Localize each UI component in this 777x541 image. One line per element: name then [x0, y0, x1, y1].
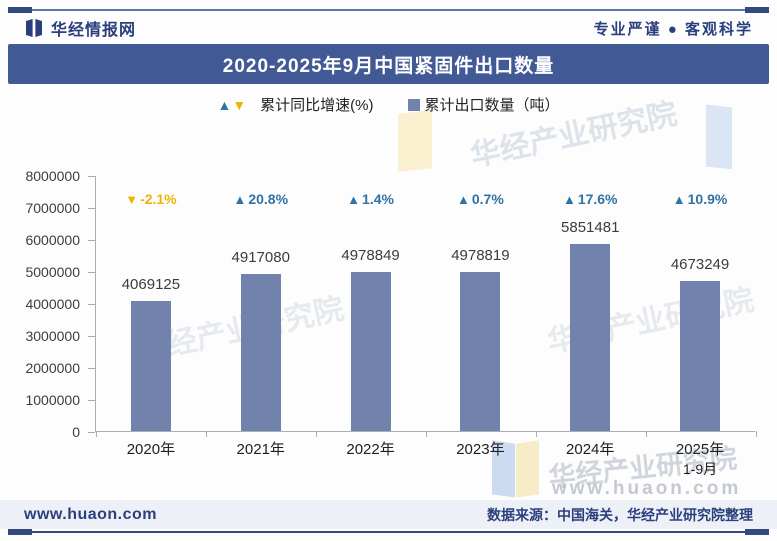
- footer: www.huaon.com 数据来源：中国海关，华经产业研究院整理: [0, 500, 777, 529]
- x-axis-tick: [426, 431, 427, 437]
- brand-name: 华经情报网: [51, 22, 137, 39]
- up-triangle-icon: ▲: [233, 192, 247, 207]
- chart-title-bar: 2020-2025年9月中国紧固件出口数量: [8, 44, 769, 84]
- x-axis-sublabel: 1-9月: [682, 461, 718, 478]
- legend-item-quantity: 累计出口数量（吨）: [407, 94, 560, 115]
- x-axis-label: 2021年: [236, 441, 285, 458]
- bar-value-label: 4069125: [121, 275, 181, 293]
- data-source-text: 数据来源：中国海关，华经产业研究院整理: [487, 506, 753, 523]
- y-axis-tick: [88, 400, 95, 401]
- y-axis-tick: [88, 336, 95, 337]
- growth-label: ▲ 1.4%: [316, 191, 426, 207]
- bar-series-swatch-icon: [407, 98, 420, 111]
- x-axis-tick: [536, 431, 537, 437]
- up-triangle-icon: ▲: [672, 192, 686, 207]
- top-rule-left-cap: [8, 7, 32, 13]
- growth-value: 20.8%: [248, 191, 289, 207]
- watermark-shape: [398, 110, 432, 172]
- bar: [460, 271, 501, 431]
- plot-area: ▼ -2.1% 4069125 2020年 ▲ 20.8% 4917080 2021年 ▲ 1.4…: [95, 176, 757, 477]
- brand-logo-icon: [24, 18, 44, 38]
- x-axis-tick: [316, 431, 317, 437]
- x-axis-tick: [756, 431, 757, 437]
- legend-growth-label: 累计同比增速(%): [260, 97, 374, 114]
- watermark-url: www.huaon.com: [552, 478, 742, 499]
- bottom-rule-left-cap: [8, 529, 32, 535]
- y-axis-tick: [88, 272, 95, 273]
- bar-column: ▲ 0.7% 4978819 2023年: [425, 176, 535, 458]
- growth-label: ▲ 0.7%: [425, 191, 535, 207]
- bar: [680, 281, 721, 431]
- brand: 华经情报网: [24, 16, 136, 40]
- bar-value-label: 4673249: [670, 256, 730, 274]
- legend-quantity-label: 累计出口数量（吨）: [424, 97, 560, 114]
- up-triangle-icon: ▲: [457, 192, 470, 207]
- x-axis-label: 2025年 1-9月: [645, 440, 755, 479]
- y-axis-label: 7000000: [25, 200, 80, 216]
- chart-title: 2020-2025年9月中国紧固件出口数量: [222, 55, 555, 77]
- bar-column: ▲ 1.4% 4978849 2022年: [316, 176, 426, 458]
- growth-label: ▲ 17.6%: [535, 191, 645, 207]
- website-link[interactable]: www.huaon.com: [24, 505, 158, 523]
- growth-value: 1.4%: [362, 191, 394, 207]
- bottom-rule-right-cap: [745, 529, 769, 535]
- growth-label: ▼ -2.1%: [96, 191, 206, 207]
- up-triangle-icon: ▲: [217, 96, 232, 113]
- header-slogan: 专业严谨 ● 客观科学: [593, 20, 753, 38]
- x-axis-tick: [646, 431, 647, 437]
- y-axis-tick: [88, 304, 95, 305]
- y-axis-label: 8000000: [25, 168, 80, 184]
- chart-legend: ▲ ▼ 累计同比增速(%) 累计出口数量（吨）: [0, 94, 777, 115]
- bar-value-label: 4978849: [341, 246, 400, 264]
- y-axis-label: 0: [72, 424, 80, 440]
- down-triangle-icon: ▼: [232, 96, 247, 113]
- y-axis-tick: [88, 176, 95, 177]
- bar-value-label: 4917080: [231, 248, 290, 266]
- growth-label: ▲ 20.8%: [206, 191, 316, 207]
- bar: [350, 271, 391, 431]
- bar-value-label: 5851481: [561, 218, 620, 236]
- x-axis-label: 2022年: [346, 441, 395, 458]
- x-axis-label: 2023年: [456, 441, 505, 458]
- bar-value-label: 4978819: [451, 246, 510, 264]
- x-axis-tick: [206, 431, 207, 437]
- x-axis-label: 2020年: [126, 441, 176, 458]
- x-axis-label: 2024年: [566, 441, 615, 458]
- down-triangle-icon: ▼: [125, 192, 139, 207]
- bar-column: ▼ -2.1% 4069125 2020年: [96, 176, 206, 458]
- y-axis-tick: [88, 208, 95, 209]
- y-axis-tick: [88, 368, 95, 369]
- header: 华经情报网 专业严谨 ● 客观科学: [0, 12, 777, 44]
- y-axis-label: 4000000: [25, 296, 80, 312]
- y-axis-label: 5000000: [25, 264, 80, 280]
- growth-value: 0.7%: [471, 191, 504, 207]
- bar-column: ▲ 17.6% 5851481 2024年: [535, 176, 645, 458]
- up-triangle-icon: ▲: [347, 192, 361, 207]
- bar: [240, 273, 281, 431]
- top-rule-line: [8, 9, 769, 11]
- y-axis-label: 2000000: [25, 360, 80, 376]
- y-axis-tick: [88, 432, 95, 433]
- y-axis-label: 1000000: [25, 392, 80, 408]
- bar-column: ▲ 20.8% 4917080 2021年: [206, 176, 316, 458]
- y-axis-label: 6000000: [25, 232, 80, 248]
- growth-label: ▲ 10.9%: [645, 191, 755, 207]
- y-axis-tick: [88, 240, 95, 241]
- bar-column: ▲ 10.9% 4673249 2025年 1-9月: [645, 176, 755, 477]
- y-axis-label: 3000000: [25, 328, 80, 344]
- growth-value: -2.1%: [140, 191, 177, 207]
- growth-value: 17.6%: [577, 191, 618, 207]
- x-axis-tick: [96, 431, 97, 437]
- bottom-rule-line: [8, 531, 769, 533]
- legend-item-growth: ▲ ▼ 累计同比增速(%): [217, 94, 373, 115]
- top-rule-right-cap: [745, 7, 769, 13]
- growth-value: 10.9%: [687, 191, 728, 207]
- bar: [130, 300, 171, 431]
- bar: [570, 243, 611, 431]
- up-triangle-icon: ▲: [562, 192, 576, 207]
